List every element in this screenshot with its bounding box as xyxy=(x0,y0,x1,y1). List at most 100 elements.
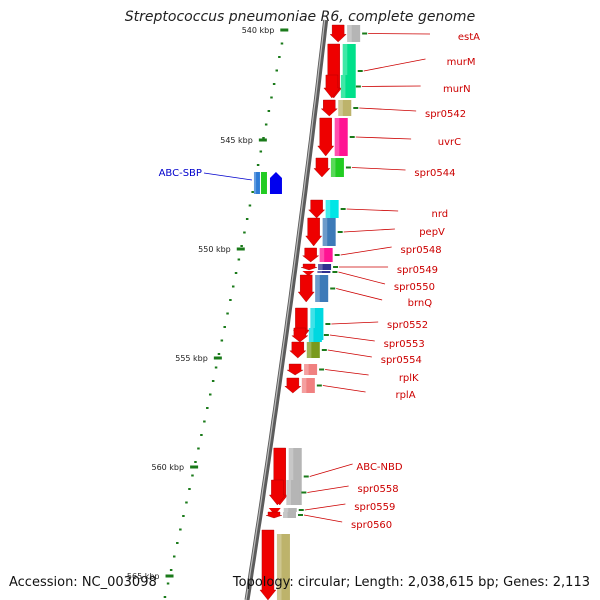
scale-dot xyxy=(208,393,212,396)
scale-dot xyxy=(188,488,191,490)
gene-arrow xyxy=(286,363,304,376)
gene-arrow xyxy=(297,274,315,303)
gene-label: brnQ xyxy=(408,298,433,309)
gene-function-bar xyxy=(330,158,344,177)
scale-dot xyxy=(278,56,281,58)
gene-function-bar xyxy=(306,342,320,358)
gene-leader-line xyxy=(346,208,399,212)
scale-dot xyxy=(270,96,273,99)
gene-function-bar xyxy=(304,364,318,375)
gene-label: spr0559 xyxy=(354,502,395,513)
gene-arrow xyxy=(289,341,307,359)
gene-label: spr0554 xyxy=(381,355,422,366)
scale-dot xyxy=(176,542,179,544)
scale-dot xyxy=(200,434,203,436)
backbone-highlight xyxy=(245,19,326,600)
gene-arrow xyxy=(291,327,309,343)
kbp-label: 555 kbp xyxy=(175,354,208,363)
gene-leader-line xyxy=(363,58,426,72)
scale-dot xyxy=(203,420,206,423)
gene-arrow xyxy=(302,271,315,276)
gene-leader-line xyxy=(325,369,369,376)
gene-label: spr0544 xyxy=(414,168,455,179)
kbp-label: 560 kbp xyxy=(151,463,184,472)
gene-arrow xyxy=(302,247,320,263)
scale-dot xyxy=(245,218,249,220)
gene-label: rplA xyxy=(395,390,415,401)
scale-dot xyxy=(248,204,252,207)
gene-label: spr0560 xyxy=(351,520,392,531)
gene-arrow xyxy=(268,508,281,515)
gene-label: spr0553 xyxy=(384,339,425,350)
genome-backbone xyxy=(244,19,329,600)
gene-arrow xyxy=(284,377,302,394)
gene-leader-line xyxy=(327,349,372,358)
scale-dot xyxy=(262,137,265,139)
gene-arrow xyxy=(317,117,335,157)
scale-dot xyxy=(194,461,197,463)
scale-dot xyxy=(264,123,268,126)
scale-dot xyxy=(179,528,182,531)
scale-dot xyxy=(259,150,263,153)
scale-dot xyxy=(214,366,218,369)
gene-function-bar xyxy=(315,275,329,302)
gene-function-bar xyxy=(340,75,354,98)
scale-dot xyxy=(231,285,235,288)
gene-arrow xyxy=(308,199,326,219)
gene-label: nrd xyxy=(432,209,449,220)
gene-label: rplK xyxy=(399,373,419,384)
scale-dot xyxy=(211,380,215,382)
kbp-tick xyxy=(165,574,174,578)
gene-arrow xyxy=(265,511,283,519)
scale-dot xyxy=(226,312,229,315)
scale-dot xyxy=(220,339,224,342)
kbp-label: 550 kbp xyxy=(198,245,231,254)
gene-leader-line xyxy=(309,463,353,477)
gene-arrow xyxy=(269,172,282,194)
scale-dot xyxy=(166,582,170,585)
gene-function-bar xyxy=(301,378,315,393)
gene-function-bar xyxy=(347,25,361,42)
gene-arrow xyxy=(320,99,338,117)
gene-leader-line xyxy=(338,271,386,285)
scale-dot xyxy=(280,42,284,45)
gene-function-bar xyxy=(325,200,339,218)
gene-label: murN xyxy=(443,84,471,95)
gene-function-bar xyxy=(283,512,297,518)
gene-label: spr0550 xyxy=(394,282,435,293)
gene-leader-line xyxy=(343,228,395,233)
gene-function-bar xyxy=(308,328,322,342)
gene-arrow xyxy=(301,263,318,271)
scale-dot xyxy=(197,447,200,450)
gene-function-bar xyxy=(276,534,290,600)
scale-dot xyxy=(182,515,185,517)
scale-dot xyxy=(243,231,246,234)
scale-dot xyxy=(206,407,209,409)
gene-leader-line xyxy=(303,514,343,523)
gene-leader-line xyxy=(307,485,349,493)
gene-label: ABC-NBD xyxy=(356,462,402,473)
gene-label: murM xyxy=(447,57,476,68)
gene-leader-line xyxy=(340,246,392,256)
gene-function-bar xyxy=(253,172,260,194)
gene-label: uvrC xyxy=(438,137,461,148)
map-title: Streptococcus pneumoniae R6, complete ge… xyxy=(124,9,476,25)
gene-function-bar xyxy=(322,218,336,246)
gene-leader-line xyxy=(361,85,421,87)
scale-dot xyxy=(234,272,238,274)
kbp-tick xyxy=(236,247,245,251)
gene-arrow xyxy=(268,479,286,506)
kbp-tick xyxy=(280,28,289,32)
scale-dot xyxy=(163,596,167,598)
gene-function-bar xyxy=(317,271,331,273)
kbp-tick xyxy=(213,356,222,360)
gene-leader-line xyxy=(304,503,346,511)
scale-dot xyxy=(272,83,276,85)
scale-dot xyxy=(191,474,194,477)
accession-text: Accession: NC_003098 xyxy=(9,575,157,590)
scale-dot xyxy=(267,110,271,112)
gene-arrow xyxy=(329,24,347,43)
gene-leader-line xyxy=(336,288,383,301)
gene-label: spr0558 xyxy=(358,484,399,495)
